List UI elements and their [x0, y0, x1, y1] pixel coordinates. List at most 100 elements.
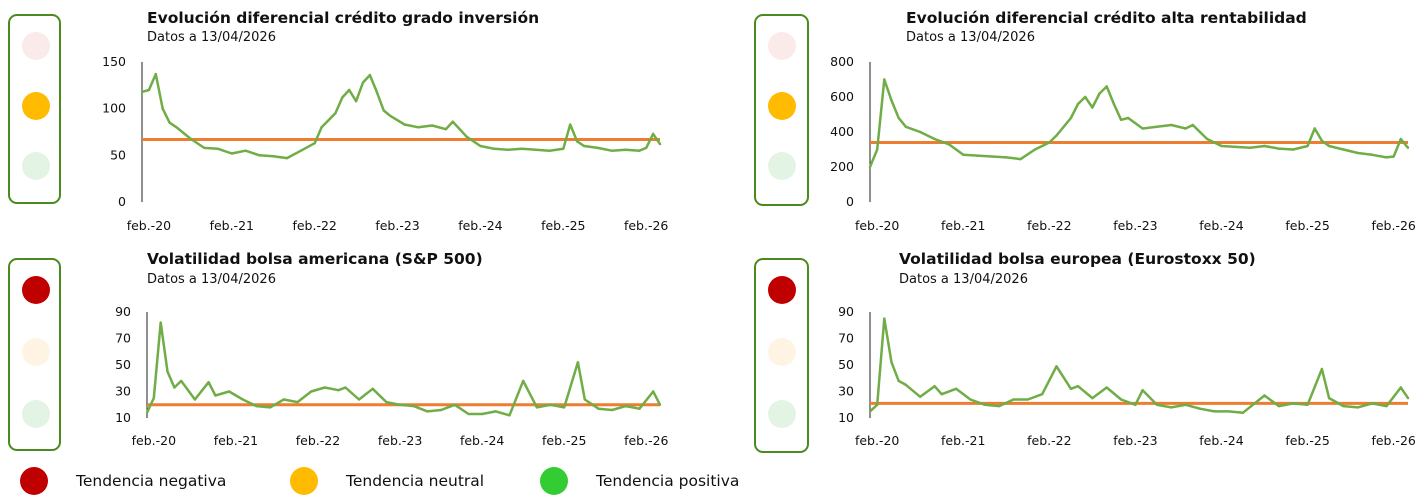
y-tick-label: 200: [830, 159, 854, 174]
data-point: [522, 379, 525, 383]
data-point: [154, 72, 158, 76]
data-point: [940, 392, 943, 396]
data-point: [1263, 144, 1266, 148]
x-tick-label: feb.-23: [375, 218, 419, 233]
traffic-light-red: [22, 276, 50, 304]
traffic-light-amber: [22, 92, 50, 120]
x-tick-label: feb.-21: [941, 433, 985, 448]
data-point: [361, 81, 365, 84]
x-tick-label: feb.-25: [1285, 218, 1329, 233]
y-tick-label: 90: [115, 304, 131, 319]
data-point: [1119, 118, 1123, 121]
data-point: [1356, 406, 1359, 409]
data-point: [1184, 127, 1187, 130]
data-point: [417, 126, 420, 129]
x-tick-label: feb.-25: [541, 218, 585, 233]
chart-title: Evolución diferencial crédito grado inve…: [147, 9, 540, 27]
data-point: [1399, 386, 1403, 389]
data-point: [575, 140, 579, 143]
data-point: [883, 317, 886, 320]
y-tick-label: 50: [115, 357, 131, 372]
x-tick-label: feb.-26: [624, 218, 668, 233]
data-point: [1076, 385, 1080, 388]
y-tick-label: 10: [115, 410, 131, 425]
x-tick-label: feb.-20: [855, 433, 899, 448]
data-point: [624, 404, 627, 408]
data-point: [535, 406, 539, 409]
data-point: [344, 386, 347, 389]
data-point: [193, 398, 197, 401]
x-tick-label: feb.-24: [1199, 218, 1243, 233]
series-line: [868, 78, 1409, 168]
data-point: [1342, 404, 1345, 408]
data-point: [904, 383, 908, 387]
legend-negative-label: Tendencia negativa: [76, 472, 227, 490]
data-point: [285, 156, 289, 160]
data-point: [1241, 411, 1245, 414]
data-point: [1134, 403, 1137, 406]
data-point: [897, 379, 900, 383]
data-point: [403, 123, 406, 126]
data-point: [145, 411, 149, 414]
data-point: [638, 407, 641, 410]
y-tick-label: 30: [115, 384, 131, 399]
x-tick-label: feb.-22: [296, 433, 340, 448]
data-point: [962, 153, 965, 156]
series-line: [869, 317, 1410, 414]
y-tick-label: 0: [846, 194, 854, 209]
data-point: [147, 88, 151, 92]
traffic-light-green: [768, 400, 796, 428]
traffic-light-amber: [768, 338, 796, 366]
x-tick-label: feb.-26: [624, 433, 668, 448]
y-tick-label: 50: [838, 357, 854, 372]
data-point: [651, 132, 655, 136]
legend-positive-icon: [540, 467, 568, 495]
data-point: [868, 165, 872, 169]
legend-neutral-label: Tendencia neutral: [346, 472, 485, 490]
x-tick-label: feb.-20: [855, 218, 899, 233]
data-point: [1105, 386, 1108, 389]
y-tick-label: 90: [838, 304, 854, 319]
data-point: [479, 144, 482, 148]
data-point: [624, 148, 627, 151]
legend-positive-label: Tendencia positiva: [596, 472, 740, 490]
y-tick-label: 600: [830, 89, 854, 104]
data-point: [1406, 146, 1410, 149]
x-tick-label: feb.-26: [1371, 433, 1415, 448]
data-point: [161, 107, 164, 110]
x-tick-label: feb.-22: [292, 218, 336, 233]
data-point: [997, 404, 1001, 408]
data-point: [1370, 153, 1374, 156]
chart-sp500-volatility: 10 30 50 70 90 feb.-20 feb.-21 feb.-22 feb.-23 fe…: [115, 304, 668, 448]
data-point: [230, 152, 233, 155]
data-point: [320, 126, 323, 129]
data-point: [1342, 148, 1345, 151]
chart-eurostoxx-volatility: 10 30 50 70 90 feb.-20 feb.-21 feb.-22 feb.-23 fe…: [838, 304, 1416, 448]
data-point: [1105, 85, 1108, 88]
data-point: [453, 403, 456, 406]
data-point: [890, 361, 893, 364]
data-point: [1076, 102, 1080, 106]
data-point: [610, 149, 613, 152]
data-point: [159, 321, 162, 324]
data-point: [883, 78, 886, 81]
data-point: [976, 154, 979, 157]
traffic-light-red: [22, 32, 50, 60]
data-point: [493, 147, 496, 150]
data-point: [1320, 139, 1324, 142]
data-point: [1155, 125, 1159, 128]
data-point: [534, 148, 537, 151]
data-point: [1055, 134, 1058, 137]
data-point: [354, 100, 358, 103]
data-point: [1227, 410, 1230, 413]
traffic-light-green: [22, 152, 50, 180]
data-point: [268, 406, 272, 409]
data-point: [389, 114, 392, 118]
x-tick-label: feb.-25: [542, 433, 586, 448]
data-point: [983, 403, 986, 406]
data-point: [651, 390, 655, 393]
data-point: [658, 142, 662, 146]
x-tick-label: feb.-24: [1199, 433, 1243, 448]
data-point: [1205, 137, 1209, 141]
data-point: [214, 394, 217, 397]
